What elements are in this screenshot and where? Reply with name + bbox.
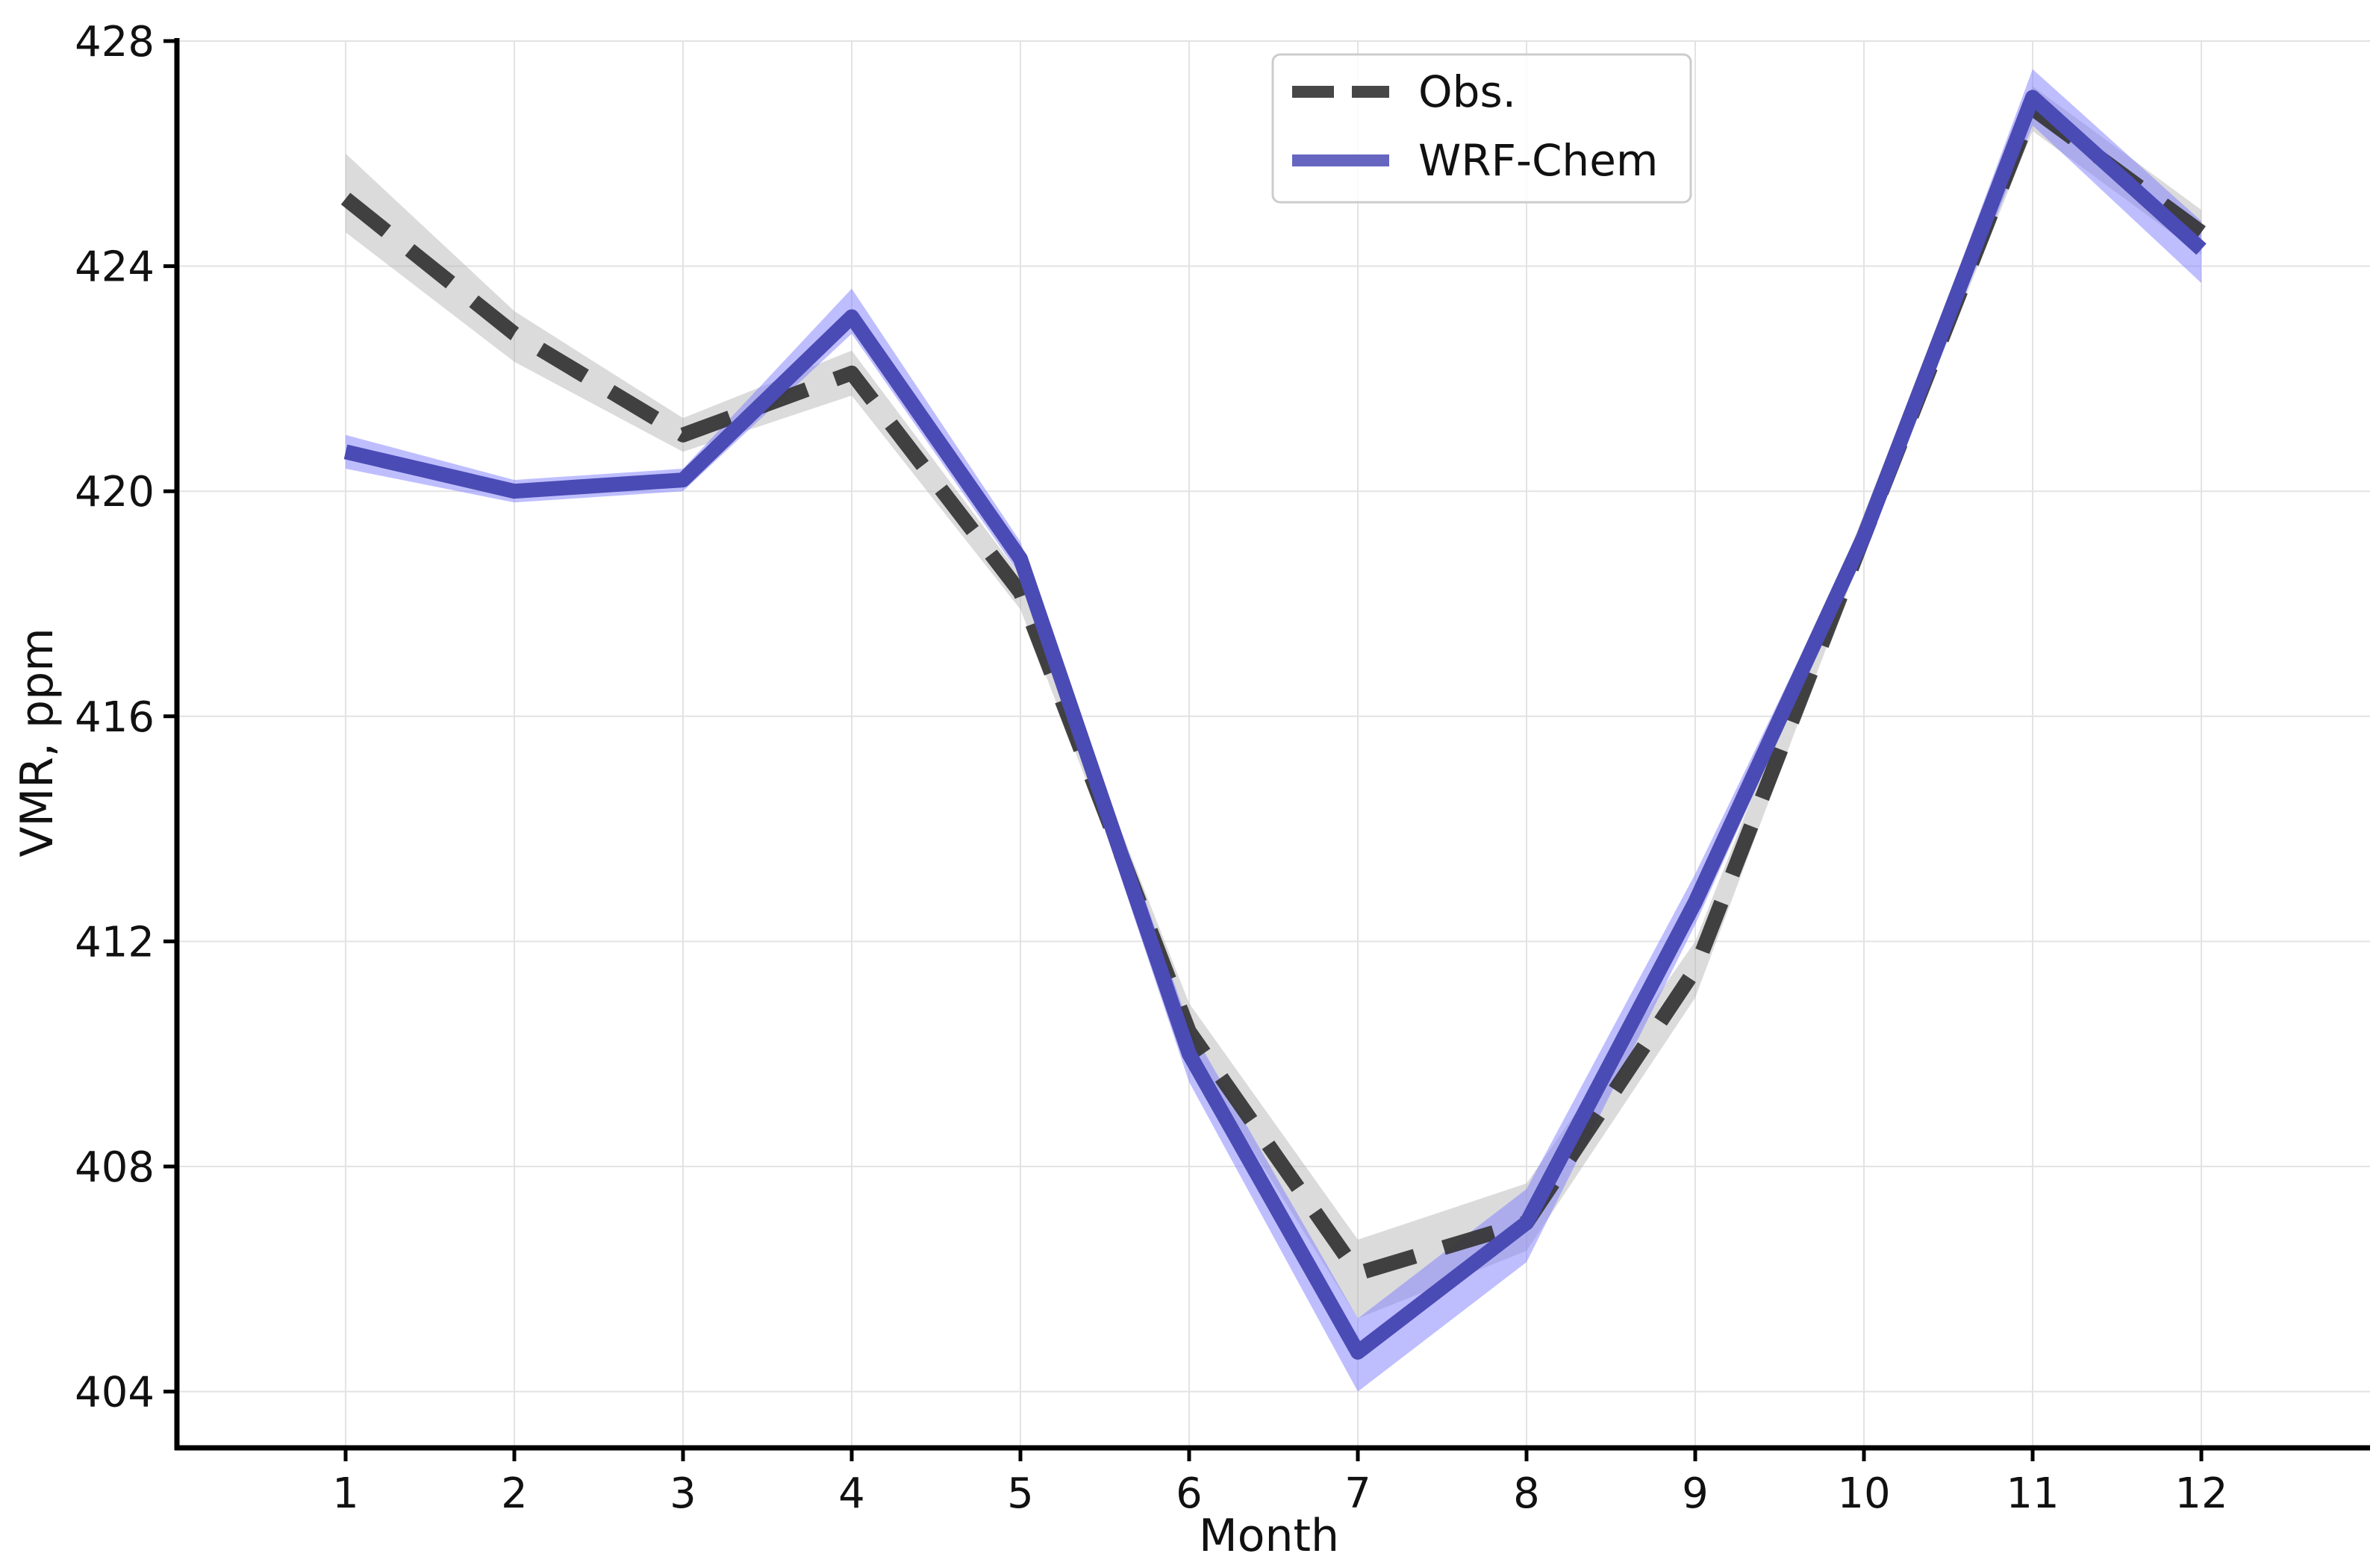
- x-tick-label: 9: [1682, 1469, 1709, 1518]
- y-axis-label: VMR, ppm: [11, 628, 63, 857]
- x-tick-label: 7: [1344, 1469, 1371, 1518]
- x-tick-label: 1: [332, 1469, 359, 1518]
- obs-line: [340, 101, 2206, 1281]
- y-tick-label: 428: [75, 18, 155, 66]
- obs-legend-label: Obs.: [1418, 66, 1516, 117]
- y-tick-label: 424: [75, 243, 155, 292]
- y-tick-label: 412: [75, 918, 155, 966]
- x-tick-label: 6: [1176, 1469, 1203, 1518]
- y-tick-label: 408: [75, 1143, 155, 1192]
- legend: Obs. WRF-Chem: [1271, 53, 1692, 204]
- x-tick-label: 8: [1513, 1469, 1540, 1518]
- uncertainty-bands: [346, 69, 2201, 1392]
- x-tick-label: 2: [501, 1469, 528, 1518]
- axes: [174, 38, 2370, 1451]
- wrf-chem-legend-label: WRF-Chem: [1418, 135, 1658, 186]
- y-tick-label: 420: [75, 468, 155, 516]
- x-tick-label: 12: [2174, 1469, 2227, 1518]
- x-tick-label: 3: [670, 1469, 696, 1518]
- x-axis-ticks: 1 2 3 4 5 6 7 8 9 10 11 12: [332, 1448, 2228, 1518]
- series-lines: [340, 90, 2207, 1360]
- x-tick-label: 10: [1837, 1469, 1890, 1518]
- obs-uncertainty-band: [346, 86, 2201, 1319]
- y-tick-label: 416: [75, 693, 155, 742]
- x-axis-label: Month: [1199, 1510, 1339, 1562]
- y-axis-ticks: 404 408 412 416 420 424 428: [75, 18, 177, 1417]
- x-tick-label: 11: [2006, 1469, 2059, 1518]
- x-tick-label: 4: [838, 1469, 865, 1518]
- y-tick-label: 404: [75, 1369, 155, 1417]
- wrf-chem-line: [343, 90, 2207, 1360]
- x-tick-label: 5: [1007, 1469, 1034, 1518]
